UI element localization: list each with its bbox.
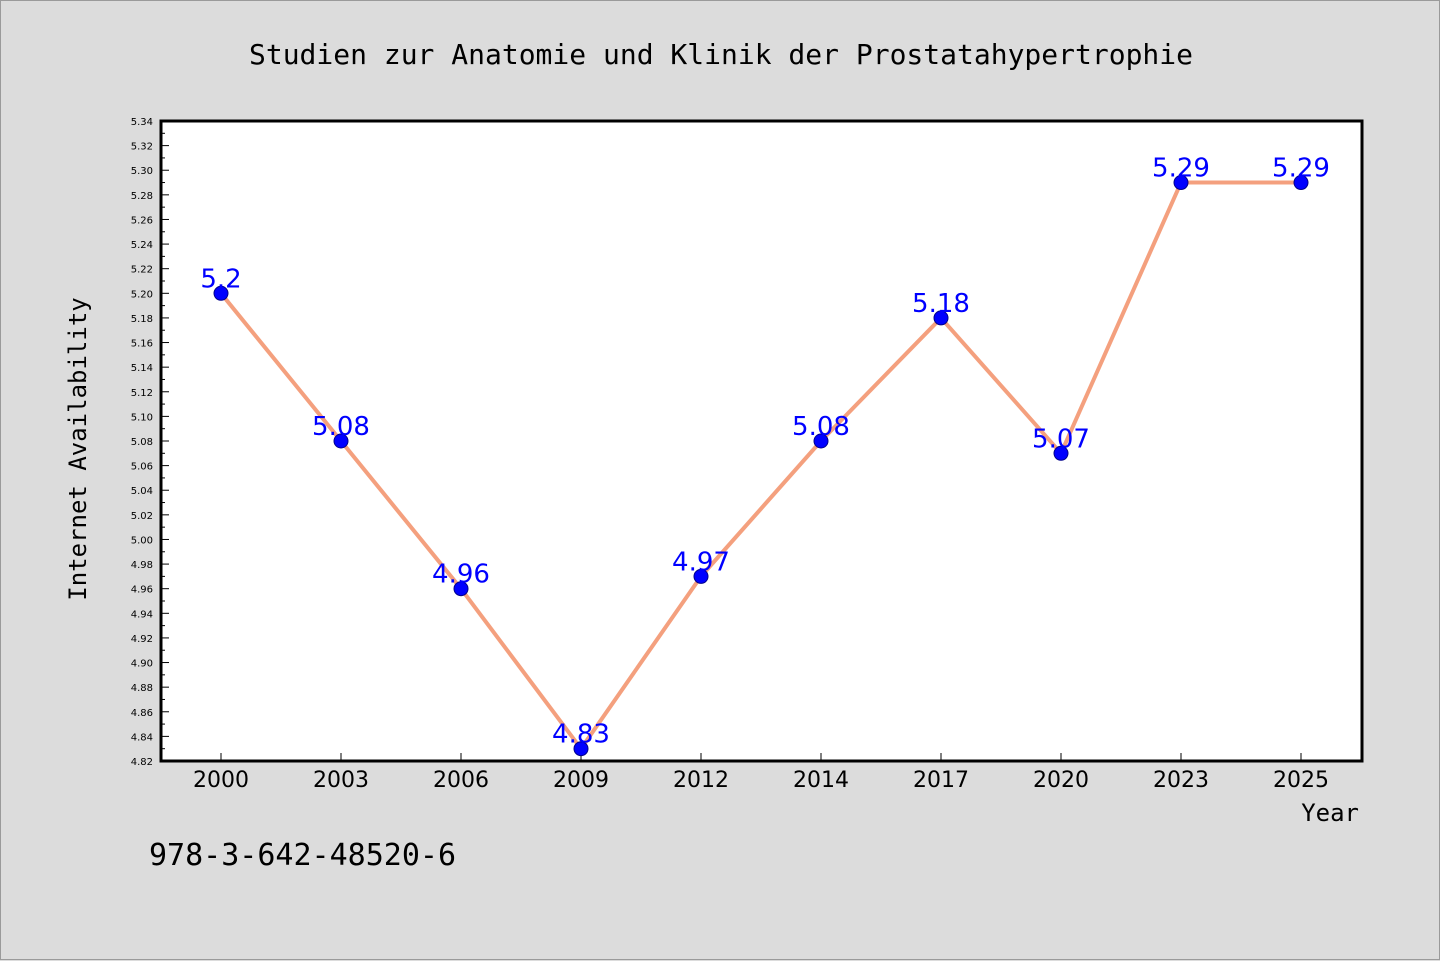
chart-title: Studien zur Anatomie und Klinik der Pros… — [249, 38, 1193, 71]
x-tick-label: 2006 — [433, 768, 489, 793]
y-tick-label: 5.26 — [131, 215, 153, 226]
data-point — [1293, 175, 1309, 191]
y-tick-label: 4.98 — [131, 560, 153, 571]
y-axis: 4.82 4.84 4.86 4.88 4.90 4.92 4.94 4.96 4.98 5.00… — [131, 117, 169, 768]
data-point — [453, 581, 469, 597]
y-tick-label: 4.88 — [131, 683, 153, 694]
x-tick-label: 2000 — [193, 768, 249, 793]
y-tick-label: 5.30 — [131, 166, 153, 177]
y-tick-label: 4.94 — [131, 609, 153, 620]
y-tick-label: 4.82 — [131, 757, 153, 768]
data-label: 5.29 — [1152, 154, 1210, 184]
data-label: 5.08 — [312, 412, 370, 442]
data-label: 5.08 — [792, 412, 850, 442]
x-tick-label: 2017 — [913, 768, 969, 793]
data-point — [693, 568, 709, 584]
data-label: 4.83 — [552, 720, 610, 750]
x-axis-label: Year — [1301, 799, 1359, 827]
data-point — [1053, 445, 1069, 461]
y-tick-label: 5.10 — [131, 412, 153, 423]
y-tick-label: 5.34 — [131, 117, 153, 128]
isbn-label: 978-3-642-48520-6 — [149, 838, 456, 873]
data-label: 4.97 — [672, 547, 730, 577]
x-tick-label: 2014 — [793, 768, 849, 793]
x-tick-label: 2025 — [1273, 768, 1329, 793]
x-tick-label: 2020 — [1033, 768, 1089, 793]
data-point — [1173, 175, 1189, 191]
y-tick-label: 5.24 — [131, 240, 153, 251]
y-tick-label: 5.04 — [131, 486, 153, 497]
y-tick-label: 5.12 — [131, 388, 153, 399]
data-point — [573, 741, 589, 757]
x-axis: 2000 2003 2006 2009 2012 2014 2017 2020 2023 2025 — [193, 753, 1329, 793]
x-tick-label: 2003 — [313, 768, 369, 793]
y-tick-label: 5.32 — [131, 142, 153, 153]
data-labels: 5.2 5.08 4.96 4.83 4.97 5.08 5.18 5.07 5.29 5.29 — [200, 154, 1330, 750]
y-tick-label: 5.16 — [131, 339, 153, 350]
y-tick-label: 5.08 — [131, 437, 153, 448]
data-point — [333, 433, 349, 449]
data-point — [813, 433, 829, 449]
y-axis-label: Internet Availability — [64, 297, 92, 600]
y-tick-label: 4.86 — [131, 708, 153, 719]
y-tick-label: 4.96 — [131, 585, 153, 596]
y-tick-label: 5.22 — [131, 265, 153, 276]
y-tick-label: 5.18 — [131, 314, 153, 325]
y-tick-label: 5.00 — [131, 535, 153, 546]
x-tick-label: 2012 — [673, 768, 729, 793]
data-label: 5.2 — [200, 264, 241, 294]
y-tick-label: 5.20 — [131, 289, 153, 300]
y-tick-label: 5.14 — [131, 363, 153, 374]
x-tick-label: 2009 — [553, 768, 609, 793]
data-point — [213, 285, 229, 301]
y-tick-label: 5.28 — [131, 191, 153, 202]
data-point — [933, 310, 949, 326]
data-label: 5.29 — [1272, 154, 1330, 184]
series-line — [219, 180, 1301, 751]
data-label: 5.07 — [1032, 424, 1090, 454]
y-tick-label: 4.92 — [131, 634, 153, 645]
data-label: 5.18 — [912, 289, 970, 319]
y-tick-label: 5.02 — [131, 511, 153, 522]
y-tick-label: 4.84 — [131, 732, 153, 743]
y-tick-label: 5.06 — [131, 462, 153, 473]
series-layer — [213, 175, 1309, 757]
x-tick-label: 2023 — [1153, 768, 1209, 793]
y-tick-label: 4.90 — [131, 659, 153, 670]
data-label: 4.96 — [432, 560, 490, 590]
